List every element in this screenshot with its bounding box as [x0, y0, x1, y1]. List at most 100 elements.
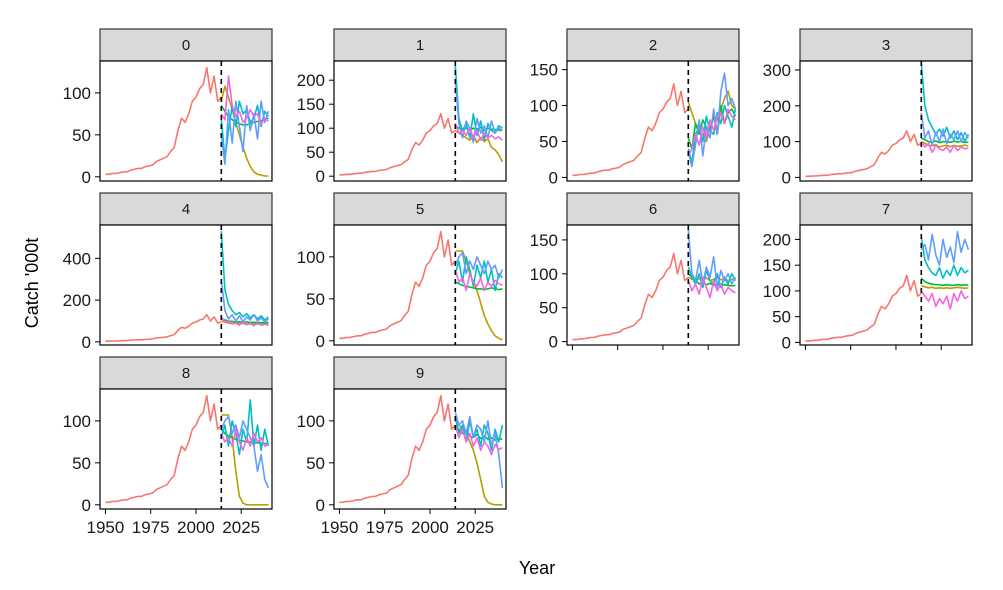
series-line-projection-5	[220, 316, 269, 327]
facet-panel-6: 6 0 50 100 150	[530, 192, 740, 352]
facet-strip-label: 4	[182, 201, 190, 218]
x-tick-label: 2025	[222, 518, 260, 537]
series-line-projection-5	[220, 75, 269, 126]
series-line-projection-2	[920, 277, 969, 287]
y-tick-label: 300	[763, 61, 791, 80]
panel-border	[99, 224, 273, 346]
panel-border	[333, 388, 507, 510]
x-tick-label: 1975	[366, 518, 404, 537]
series-line-projection-5	[454, 123, 503, 141]
series-line-projection-4	[454, 80, 503, 144]
facet-panel-7: 7 0 50 100 150 200	[763, 192, 973, 352]
facet-strip-label: 3	[882, 37, 890, 54]
plot-area	[800, 61, 972, 181]
y-tick-label: 100	[763, 133, 791, 152]
facet-strip-label: 8	[182, 365, 190, 382]
y-tick-label: 0	[82, 496, 91, 515]
x-axis-title: Year	[519, 558, 555, 578]
y-tick-label: 200	[763, 97, 791, 116]
facet-strip	[333, 28, 507, 62]
facet-strip-label: 0	[182, 37, 190, 54]
x-tick-label: 2025	[456, 518, 494, 537]
facet-panel-1: 1 0 50 100 150 200	[297, 28, 507, 186]
y-tick-label: 200	[297, 71, 325, 90]
y-tick-label: 0	[549, 333, 558, 352]
series-line-projection-5	[920, 141, 969, 154]
y-tick-label: 100	[297, 248, 325, 267]
series-line-projection-3	[687, 266, 737, 289]
y-tick-label: 150	[530, 231, 558, 250]
facet-strip	[566, 28, 740, 62]
facet-strip-label: 6	[649, 201, 657, 218]
y-tick-label: 50	[306, 143, 325, 162]
y-tick-label: 150	[763, 256, 791, 275]
facet-panel-4: 4 0 200 400	[63, 192, 273, 352]
y-tick-label: 0	[316, 496, 325, 515]
y-tick-label: 100	[63, 412, 91, 431]
series-line-projection-3	[920, 236, 969, 279]
facet-strip-label: 1	[416, 37, 424, 54]
series-line-history	[339, 230, 456, 340]
panels-layer: 0050100105010015020020501001503010020030…	[63, 28, 973, 537]
facet-strip-label: 5	[416, 201, 424, 218]
series-line-history	[105, 313, 222, 343]
series-line-projection-3	[454, 416, 504, 452]
series-line-history	[339, 394, 456, 504]
series-line-history	[105, 394, 222, 504]
x-tick-label: 2000	[411, 518, 449, 537]
series-line-projection-5	[687, 108, 736, 157]
y-tick-label: 50	[306, 290, 325, 309]
y-tick-label: 50	[72, 454, 91, 473]
series-line-projection-5	[454, 424, 503, 456]
facet-strip	[799, 28, 973, 62]
series-line-history	[572, 252, 689, 341]
series-line-projection-1	[220, 85, 269, 177]
facet-panel-0: 0 0 50 100	[63, 28, 273, 187]
facet-strip	[99, 28, 273, 62]
series-line-projection-4	[220, 415, 270, 489]
y-tick-label: 150	[297, 95, 325, 114]
series-line-projection-3	[220, 399, 270, 456]
facet-panel-9: 9 0 50 100 1950 1975 2000 2025	[297, 356, 507, 537]
series-line-projection-4	[920, 230, 970, 267]
series-line-projection-5	[687, 276, 736, 299]
panel-border	[566, 224, 740, 346]
facet-strip	[333, 192, 507, 226]
facet-panel-2: 2 0 50 100 150	[530, 28, 740, 187]
panel-border	[99, 388, 273, 510]
facet-strip	[99, 192, 273, 226]
plot-area	[567, 225, 739, 345]
facet-strip	[333, 356, 507, 390]
series-line-projection-4	[454, 412, 504, 489]
y-tick-label: 100	[297, 412, 325, 431]
y-tick-label: 200	[63, 291, 91, 310]
y-tick-label: 50	[539, 132, 558, 151]
y-tick-label: 0	[549, 168, 558, 187]
panel-border	[333, 224, 507, 346]
y-tick-label: 0	[82, 168, 91, 187]
panel-border	[333, 60, 507, 182]
series-line-projection-5	[454, 269, 503, 292]
series-line-history	[105, 66, 222, 176]
series-line-history	[805, 130, 922, 178]
y-tick-label: 50	[539, 299, 558, 318]
series-line-projection-4	[920, 112, 970, 146]
facet-strip	[99, 356, 273, 390]
y-tick-label: 50	[306, 454, 325, 473]
x-tick-label: 1950	[87, 518, 125, 537]
facet-strip-label: 9	[416, 365, 424, 382]
facet-strip-label: 7	[882, 201, 890, 218]
panel-border	[99, 60, 273, 182]
y-tick-label: 100	[63, 84, 91, 103]
y-tick-label: 100	[530, 265, 558, 284]
panel-border	[799, 224, 973, 346]
facet-panel-3: 3 0 100 200 300	[763, 28, 973, 187]
y-tick-label: 0	[782, 333, 791, 352]
y-tick-label: 50	[72, 126, 91, 145]
y-tick-label: 150	[530, 61, 558, 80]
y-tick-label: 400	[63, 249, 91, 268]
series-line-projection-5	[920, 290, 969, 310]
series-line-history	[805, 274, 922, 342]
panel-border	[566, 60, 740, 182]
x-tick-label: 2000	[177, 518, 215, 537]
